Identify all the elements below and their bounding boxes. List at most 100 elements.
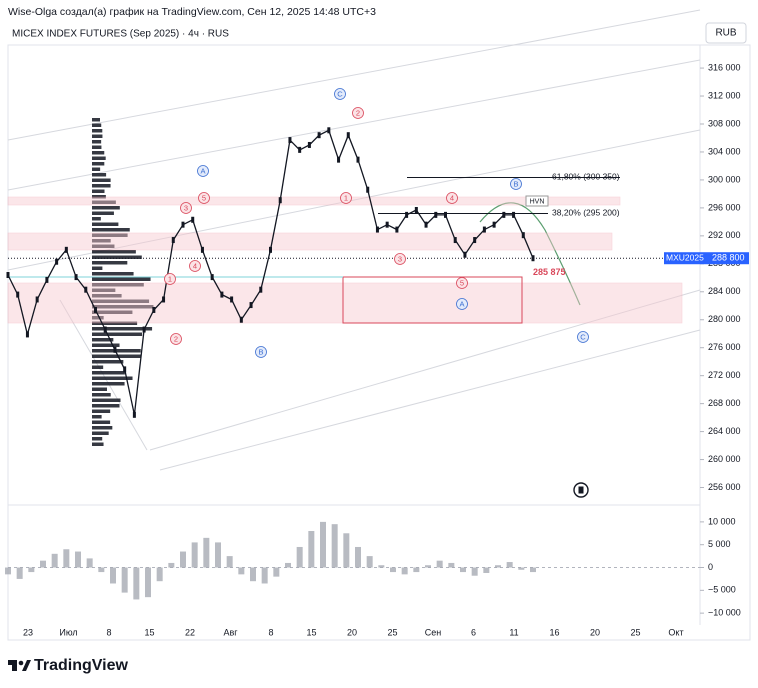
wave-label: 5 (202, 193, 206, 202)
profile-bar (92, 162, 105, 166)
chart-frame (7, 44, 751, 641)
wave-marker (456, 298, 468, 310)
histogram-bar (320, 521, 326, 568)
x-tick-label: Авг (223, 627, 238, 637)
x-tick-label: 20 (590, 627, 600, 637)
wave-label: 4 (450, 193, 454, 202)
x-tick-label: 25 (630, 627, 640, 637)
price-bar (35, 296, 39, 303)
histogram-bar (530, 567, 536, 573)
y-tick-label: 304 000 (708, 146, 741, 156)
histogram-bar (331, 524, 338, 568)
y-tick-label: 312 000 (708, 90, 741, 100)
profile-bar (92, 321, 138, 325)
wave-label: 1 (344, 193, 348, 202)
profile-bar (92, 261, 128, 265)
histogram-bar (86, 558, 93, 568)
price-bar (317, 132, 321, 139)
histogram-bar (273, 567, 280, 577)
profile-bar (92, 255, 142, 259)
replay-icon[interactable] (573, 482, 589, 498)
price-bar (444, 211, 447, 218)
profile-bar (92, 332, 143, 336)
wave-marker (170, 333, 182, 345)
fib-label: 38,20% (295 200) (552, 208, 620, 218)
target-label: 285 875 (533, 267, 566, 277)
profile-bar (92, 387, 107, 391)
profile-bar (92, 310, 133, 314)
price-bar (482, 226, 486, 233)
y-tick-label: 256 000 (708, 482, 741, 492)
hvn-label: HVN (530, 198, 545, 205)
y-tick-label: 296 000 (708, 202, 741, 212)
histogram-bar (238, 567, 245, 575)
price-bar (414, 206, 418, 213)
histogram-bar (145, 567, 151, 598)
wave-label: 1 (168, 274, 172, 283)
zone (7, 282, 683, 324)
price-bar (473, 237, 477, 244)
wave-marker (189, 260, 201, 272)
histogram-bar (401, 567, 408, 575)
histogram-bar (285, 562, 291, 568)
price-bar (64, 246, 68, 253)
price-bar (16, 291, 20, 298)
profile-bar (92, 343, 120, 347)
chart-title: MICEX INDEX FUTURES (Sep 2025) · 4ч · RU… (12, 29, 229, 40)
histogram-bar (191, 542, 198, 568)
profile-bar (92, 393, 111, 397)
wave-marker (446, 192, 458, 204)
wave-label: C (580, 332, 586, 341)
y-tick-label: 272 000 (708, 370, 741, 380)
histogram-bar (63, 549, 70, 568)
wave-marker (577, 331, 589, 343)
profile-bar (92, 195, 106, 199)
histogram-bar (5, 567, 11, 575)
profile-bar (92, 266, 103, 270)
price-bar (210, 274, 214, 281)
histogram-bar (343, 533, 350, 568)
histogram-bar (98, 567, 105, 573)
channel-lines (7, 9, 701, 471)
price-bar (142, 326, 146, 333)
price-line (7, 129, 534, 415)
histogram-bar (16, 567, 23, 579)
price-bar (171, 237, 175, 244)
profile-bar (92, 431, 109, 435)
price-bar (288, 137, 292, 144)
profile-bar (92, 415, 102, 419)
y-tick-label: 300 000 (708, 174, 741, 184)
x-tick-label: 25 (387, 627, 397, 637)
currency-label[interactable]: RUB (715, 28, 736, 39)
price-bar (453, 237, 457, 244)
y-tick-label: 268 000 (708, 398, 741, 408)
x-tick-label: 6 (471, 627, 476, 637)
symbol-badge (664, 252, 709, 265)
profile-bar (92, 151, 105, 155)
y2-tick-label: −5 000 (708, 585, 736, 595)
price-bar (395, 226, 399, 233)
histogram-bar (133, 567, 140, 600)
price-bar (346, 132, 350, 139)
price-bar (103, 326, 107, 333)
price-bar (200, 246, 204, 253)
profile-bar (92, 365, 104, 369)
histogram-bar (180, 551, 186, 568)
x-tick-label: Сен (425, 627, 442, 637)
brand: TradingView (34, 657, 129, 674)
histogram-bar (156, 567, 163, 582)
profile-bar (92, 327, 153, 331)
profile-bar (92, 178, 111, 182)
currency-button[interactable] (705, 22, 747, 44)
profile-bar (92, 398, 121, 402)
histogram-bar (483, 567, 490, 573)
price-bar (375, 226, 379, 233)
profile-bar (92, 140, 102, 144)
price-bar (74, 274, 78, 281)
histogram-bar (40, 560, 46, 568)
histogram-bar (460, 567, 466, 573)
y-tick-label: 308 000 (708, 118, 741, 128)
histogram-bar (261, 567, 268, 584)
y2-tick-label: 0 (708, 562, 713, 572)
profile-bar (92, 184, 111, 188)
